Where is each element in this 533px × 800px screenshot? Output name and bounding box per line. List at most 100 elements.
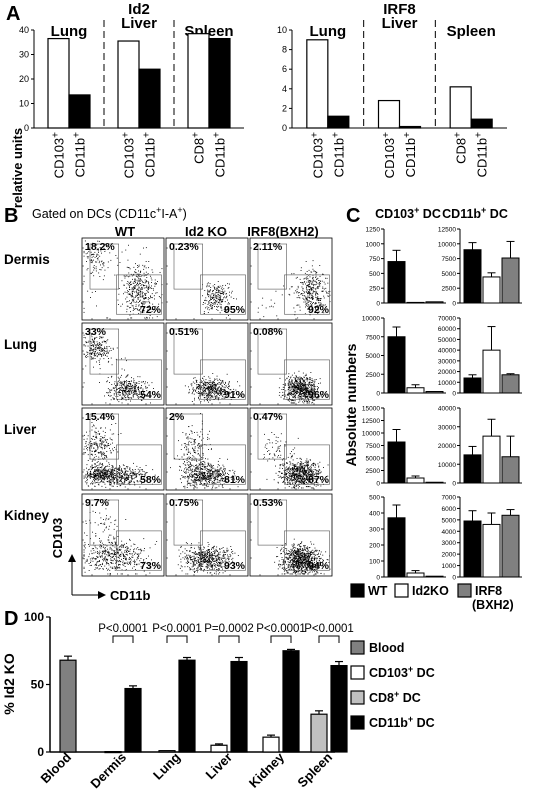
cell-dot bbox=[129, 474, 131, 476]
cell-dot bbox=[104, 447, 106, 449]
cell-dot bbox=[183, 476, 185, 478]
cell-dot bbox=[312, 465, 314, 466]
cell-dot bbox=[98, 348, 99, 350]
cell-dot bbox=[209, 291, 211, 293]
cell-dot bbox=[290, 402, 292, 404]
cell-dot bbox=[299, 398, 301, 400]
cell-dot bbox=[306, 297, 307, 299]
cell-dot bbox=[322, 288, 324, 289]
cell-dot bbox=[308, 301, 310, 303]
bar bbox=[68, 94, 91, 129]
cell-dot bbox=[221, 478, 223, 479]
cell-dot bbox=[203, 475, 205, 477]
facs-plot-liver-id2ko: 2%81% bbox=[165, 407, 249, 491]
cell-dot bbox=[204, 478, 206, 480]
cell-dot bbox=[106, 469, 108, 471]
cell-dot bbox=[180, 478, 182, 480]
cell-dot bbox=[213, 479, 215, 481]
cell-dot bbox=[220, 299, 222, 301]
cell-dot bbox=[184, 445, 186, 447]
cell-dot bbox=[311, 297, 313, 299]
cell-dot bbox=[138, 305, 140, 307]
cell-dot bbox=[312, 291, 314, 292]
cell-dot bbox=[139, 278, 141, 280]
cell-dot bbox=[103, 475, 104, 477]
cell-dot bbox=[132, 470, 134, 472]
cell-dot bbox=[143, 268, 145, 270]
bar bbox=[470, 118, 493, 129]
cell-dot bbox=[84, 476, 86, 478]
cell-dot bbox=[315, 464, 317, 466]
cell-dot bbox=[201, 483, 202, 484]
cell-dot bbox=[284, 470, 286, 471]
cell-dot bbox=[195, 470, 197, 472]
cell-dot bbox=[90, 272, 92, 274]
cell-dot bbox=[310, 304, 312, 306]
cell-dot bbox=[136, 385, 137, 386]
cell-dot bbox=[215, 300, 216, 301]
cell-dot bbox=[121, 389, 123, 391]
cell-dot bbox=[130, 475, 132, 476]
cell-dot bbox=[99, 352, 101, 354]
cell-dot bbox=[99, 478, 101, 480]
cell-dot bbox=[306, 298, 308, 300]
cell-dot bbox=[98, 443, 100, 445]
cell-dot bbox=[92, 480, 93, 482]
cell-dot bbox=[320, 283, 321, 285]
cell-dot bbox=[304, 397, 306, 398]
cell-dot bbox=[289, 377, 291, 379]
cell-dot bbox=[211, 448, 212, 450]
cell-dot bbox=[196, 382, 198, 383]
cell-dot bbox=[134, 285, 136, 287]
cell-dot bbox=[144, 472, 146, 474]
cell-dot bbox=[306, 289, 308, 291]
cell-dot bbox=[304, 469, 306, 471]
cell-dot bbox=[100, 477, 102, 479]
cell-dot bbox=[100, 481, 102, 483]
cell-dot bbox=[99, 269, 101, 270]
cell-dot bbox=[304, 385, 306, 387]
cell-dot bbox=[301, 391, 303, 392]
cell-dot bbox=[83, 345, 85, 347]
cell-dot bbox=[304, 384, 305, 386]
cell-dot bbox=[93, 456, 95, 458]
cell-dot bbox=[151, 285, 152, 287]
cell-dot bbox=[124, 291, 126, 293]
cell-dot bbox=[300, 465, 302, 467]
cell-dot bbox=[86, 480, 88, 481]
dot-cloud bbox=[83, 420, 156, 488]
cell-dot bbox=[207, 464, 209, 466]
cell-dot bbox=[98, 475, 100, 477]
cell-dot bbox=[97, 483, 99, 485]
cell-dot bbox=[99, 364, 101, 365]
cell-dot bbox=[300, 464, 302, 466]
cell-dot bbox=[201, 433, 203, 435]
bar-category-label: CD103+ bbox=[381, 132, 397, 178]
cell-dot bbox=[130, 303, 132, 305]
cell-dot bbox=[309, 282, 311, 284]
cell-dot bbox=[131, 389, 133, 391]
cell-dot bbox=[142, 264, 144, 266]
cell-dot bbox=[186, 476, 188, 478]
cell-dot bbox=[145, 385, 147, 387]
cell-dot bbox=[129, 303, 131, 304]
cell-dot bbox=[213, 474, 215, 476]
cell-dot bbox=[96, 254, 98, 256]
cell-dot bbox=[190, 476, 192, 477]
cell-dot bbox=[309, 386, 311, 388]
cell-dot bbox=[198, 397, 199, 398]
cell-dot bbox=[219, 297, 221, 299]
cell-dot bbox=[124, 394, 126, 396]
cell-dot bbox=[92, 350, 94, 352]
cell-dot bbox=[96, 356, 98, 358]
cell-dot bbox=[225, 297, 227, 299]
cell-dot bbox=[112, 442, 113, 444]
cell-dot bbox=[310, 287, 311, 289]
cell-dot bbox=[202, 453, 204, 455]
cell-dot bbox=[145, 387, 147, 389]
cell-dot bbox=[138, 313, 140, 314]
cell-dot bbox=[113, 394, 115, 396]
cell-dot bbox=[312, 284, 314, 286]
cell-dot bbox=[234, 479, 235, 481]
cell-dot bbox=[129, 314, 131, 316]
